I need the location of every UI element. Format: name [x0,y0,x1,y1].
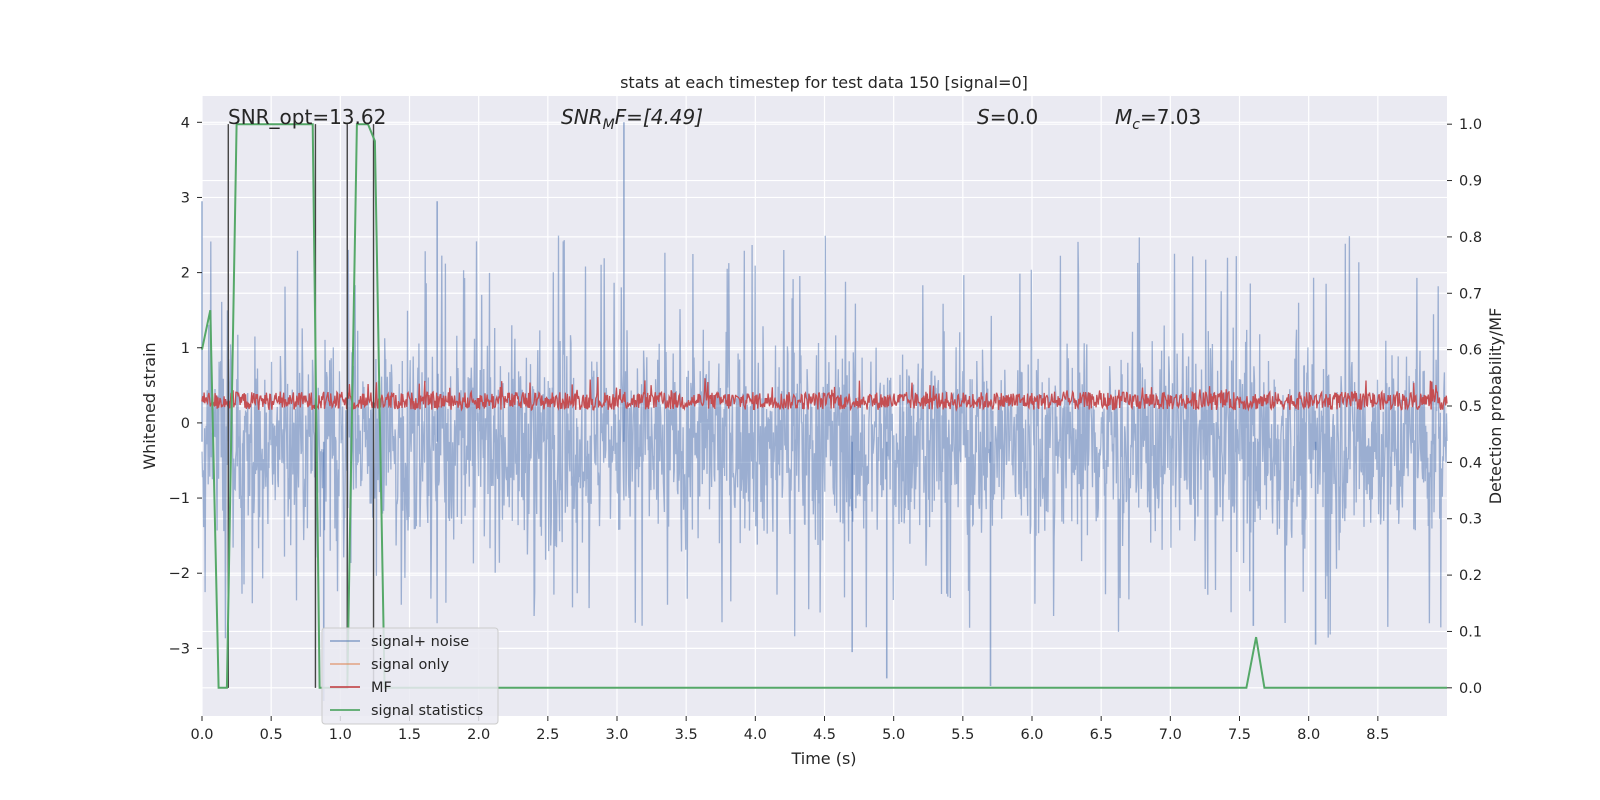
mc-main: M [1115,105,1132,129]
mc-sub: c [1132,117,1140,133]
signal-noise-line [201,235,1448,639]
y-left-axis-label: Whitened strain [140,342,159,469]
x-tick-label: 4.5 [813,727,836,743]
legend-label-signal-statistics: signal statistics [371,703,483,719]
y-right-tick-label: 0.0 [1459,681,1482,697]
y-left-tick-label: 0 [181,416,190,432]
mf-line [201,376,1448,412]
x-tick-label: 1.0 [329,727,352,743]
snr-opt-annotation: SNR_opt=13.62 [228,105,386,129]
y-right-tick-label: 1.0 [1459,117,1482,133]
legend: signal+ noise signal only MF signal stat… [321,627,499,725]
s-annotation: S=0.0 [977,105,1038,129]
s-italic: S [977,105,990,129]
y-right-tick-label: 0.1 [1459,624,1482,640]
y-left-tick-label: 3 [181,190,190,206]
legend-label-mf: MF [371,680,392,696]
x-tick-label: 0.5 [260,727,283,743]
snr-mf-main: SNR [561,105,603,129]
y-left-tick-label: −3 [169,641,190,657]
y-right-axis-label: Detection probability/MF [1486,308,1505,505]
chart-title: stats at each timestep for test data 150… [620,73,1028,92]
signal-statistics-series [201,123,1447,689]
y-left-tick-label: 1 [181,341,190,357]
x-tick-label: 1.5 [398,727,421,743]
mf-series [201,376,1448,412]
x-tick-label: 5.0 [882,727,905,743]
x-tick-label: 5.5 [951,727,974,743]
legend-label-signal-only: signal only [371,657,450,673]
x-tick-label: 2.0 [467,727,490,743]
x-tick-label: 0.0 [190,727,213,743]
signal-statistics-line [201,123,1447,689]
snr-mf-sub: M [603,117,615,133]
y-right-tick-label: 0.3 [1459,512,1482,528]
y-left-ticks: 4 3 2 1 0 −1 −2 −3 [169,115,202,657]
y-right-tick-label: 0.7 [1459,286,1482,302]
x-tick-label: 8.0 [1297,727,1320,743]
x-tick-label: 7.0 [1159,727,1182,743]
y-right-ticks: 1.0 0.9 0.8 0.7 0.6 0.5 0.4 0.3 0.2 0.1 0.0 [1447,117,1482,697]
x-axis-ticks: 0.0 0.5 1.0 1.5 2.0 2.5 3.0 3.5 4.0 4.5 5.0 5.5 6.0 6… [190,716,1389,743]
snr-mf-rest: F=[4.49] [615,105,703,129]
y-right-tick-label: 0.4 [1459,455,1482,471]
y-right-tick-label: 0.9 [1459,174,1482,190]
y-right-tick-label: 0.5 [1459,399,1482,415]
s-rest: =0.0 [990,105,1039,129]
legend-box [321,627,499,725]
x-tick-label: 6.0 [1020,727,1043,743]
x-tick-label: 8.5 [1366,727,1389,743]
y-left-tick-label: −1 [169,491,190,507]
mc-annotation: Mc=7.03 [1115,105,1201,133]
legend-label-signal-noise: signal+ noise [371,634,469,650]
snr-mf-annotation: SNRMF=[4.49] [561,105,703,133]
mc-rest: =7.03 [1140,105,1201,129]
y-left-tick-label: −2 [169,566,190,582]
y-left-tick-label: 2 [181,266,190,282]
x-tick-label: 4.0 [744,727,767,743]
y-right-tick-label: 0.2 [1459,568,1482,584]
x-axis-label: Time (s) [790,749,856,768]
x-tick-label: 3.0 [605,727,628,743]
x-tick-label: 6.5 [1090,727,1113,743]
x-tick-label: 7.5 [1228,727,1251,743]
y-right-tick-label: 0.6 [1459,343,1482,359]
y-left-tick-label: 4 [181,115,190,131]
x-tick-label: 3.5 [675,727,698,743]
x-tick-label: 2.5 [536,727,559,743]
y-right-tick-label: 0.8 [1459,230,1482,246]
